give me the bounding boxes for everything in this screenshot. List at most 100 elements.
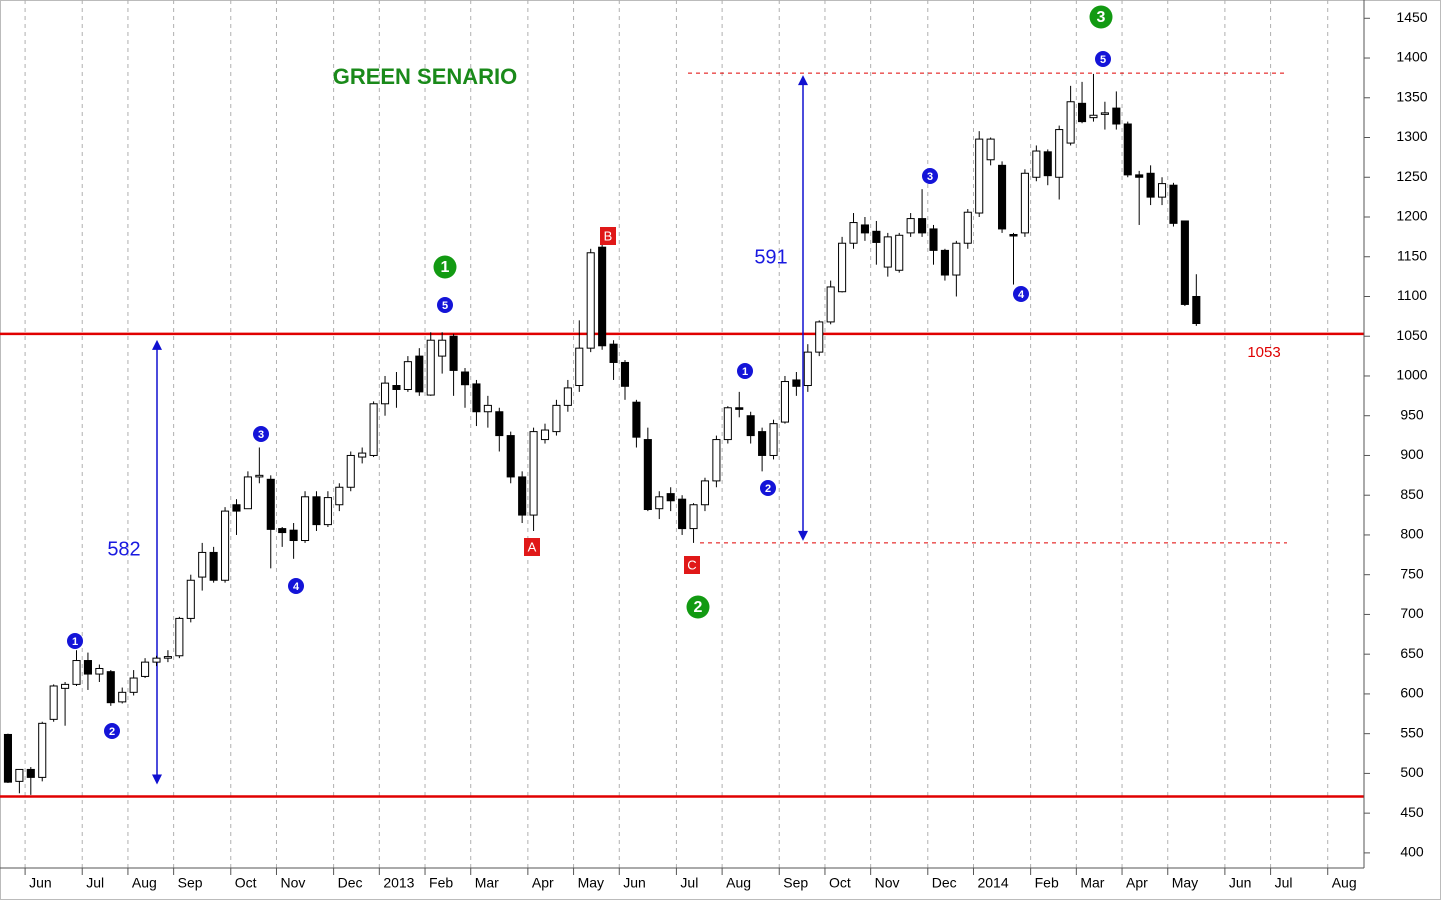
candle-body xyxy=(666,493,675,502)
wave-label: 1 xyxy=(441,259,450,276)
x-tick-label: Jun xyxy=(623,875,646,891)
candle-body xyxy=(792,379,801,387)
candle-body xyxy=(1009,233,1018,237)
candle-body xyxy=(403,361,412,390)
candle-body xyxy=(1135,174,1144,178)
y-tick-label: 650 xyxy=(1400,645,1424,661)
candle-body xyxy=(118,691,127,703)
y-tick-label: 450 xyxy=(1400,804,1424,820)
y-tick-label: 1200 xyxy=(1396,208,1427,224)
x-tick-label: Apr xyxy=(1126,875,1148,891)
candle-body xyxy=(301,496,310,542)
candle-body xyxy=(483,404,492,413)
candle-body xyxy=(586,252,595,349)
candle-body xyxy=(392,385,401,390)
candle-body xyxy=(963,211,972,244)
wave-marker xyxy=(922,168,938,184)
wave-label: 3 xyxy=(1097,9,1106,26)
wave-label: 1 xyxy=(72,636,78,648)
candle-body xyxy=(575,347,584,387)
candle-body xyxy=(38,722,47,778)
arrow-head xyxy=(152,339,162,350)
candle-body xyxy=(323,497,332,526)
candle-body xyxy=(266,478,275,530)
levels: 1053 xyxy=(0,72,1364,798)
wave-marker xyxy=(760,480,776,496)
candle-body xyxy=(929,228,938,251)
candle-body xyxy=(209,551,218,581)
wave-label: 3 xyxy=(927,171,933,183)
candle-body xyxy=(769,423,778,456)
y-tick-label: 1400 xyxy=(1396,49,1427,65)
candle-body xyxy=(346,454,355,488)
candle-body xyxy=(472,383,481,413)
y-tick-label: 850 xyxy=(1400,486,1424,502)
wave-marker xyxy=(67,633,83,649)
candle-body xyxy=(655,496,664,510)
candle-body xyxy=(723,407,732,441)
candle-body xyxy=(678,498,687,530)
candle-body xyxy=(289,529,298,542)
candle-body xyxy=(643,439,652,511)
candle-body xyxy=(61,683,70,689)
x-tick-label: Jun xyxy=(1229,875,1252,891)
candle-body xyxy=(758,431,767,456)
candle-body xyxy=(826,286,835,323)
candle-body xyxy=(495,411,504,437)
y-tick-label: 1150 xyxy=(1397,247,1427,263)
candle-body xyxy=(952,242,961,276)
candle-body xyxy=(3,733,12,783)
x-tick-label: Mar xyxy=(1080,875,1104,891)
candle-body xyxy=(175,617,184,657)
level-label: 1053 xyxy=(1247,344,1280,361)
y-tick-label: 1300 xyxy=(1396,128,1427,144)
candle-body xyxy=(689,504,698,530)
candle-body xyxy=(735,407,744,410)
candle-body xyxy=(563,387,572,406)
abc-marker xyxy=(600,227,616,245)
candle-body xyxy=(1157,183,1167,198)
candle-body xyxy=(438,339,447,357)
candle-body xyxy=(49,685,58,720)
candle-body xyxy=(426,339,435,396)
candle-body xyxy=(380,382,390,405)
move-size: 591 xyxy=(754,246,787,268)
candle-body xyxy=(278,528,287,534)
candle-body xyxy=(620,361,630,387)
candle-body xyxy=(540,429,550,441)
candle-body xyxy=(95,667,104,675)
y-tick-label: 1000 xyxy=(1396,367,1427,383)
candle-body xyxy=(460,371,470,386)
candle-body xyxy=(849,222,858,244)
candle-body xyxy=(129,677,138,693)
candle-body xyxy=(780,381,790,423)
candle-body xyxy=(1180,220,1189,305)
x-tick-label: Jun xyxy=(29,875,52,891)
y-tick-label: 700 xyxy=(1400,605,1424,621)
candle-body xyxy=(906,218,915,234)
wave-label: 2 xyxy=(109,726,115,738)
chart-title: GREEN SENARIO xyxy=(333,64,518,89)
x-tick-label: Nov xyxy=(875,875,900,891)
wave-marker xyxy=(288,578,304,594)
wave-marker xyxy=(437,297,453,313)
x-tick-label: Aug xyxy=(726,875,751,891)
candle-body xyxy=(986,138,995,161)
y-tick-label: 800 xyxy=(1400,526,1424,542)
wave-marker xyxy=(686,595,710,619)
wave-label: 2 xyxy=(694,599,703,616)
candle-body xyxy=(335,486,344,506)
x-tick-label: Oct xyxy=(235,875,257,891)
wave-label: 4 xyxy=(293,581,300,593)
candle-body xyxy=(1066,101,1075,144)
candle-body xyxy=(506,435,515,478)
candle-body xyxy=(700,480,710,506)
x-tick-label: Nov xyxy=(280,875,305,891)
candle-body xyxy=(975,138,984,214)
candle-body xyxy=(609,343,618,363)
candle-body xyxy=(369,403,378,456)
candle-body xyxy=(940,249,949,276)
wave-label: 4 xyxy=(1018,289,1025,301)
